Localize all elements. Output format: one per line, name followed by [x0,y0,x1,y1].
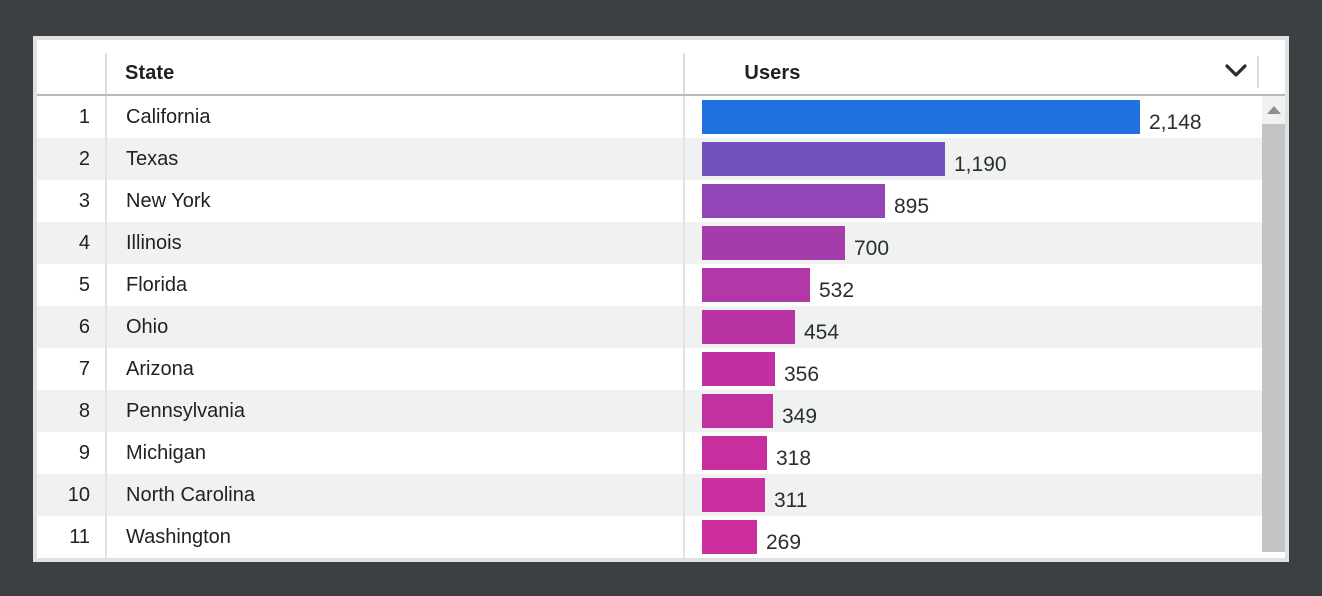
users-bar [702,100,1140,134]
row-users-cell: 532 [685,264,1262,306]
users-value-label: 349 [782,405,818,428]
row-state-name: Washington [107,516,685,558]
users-bar [702,142,945,176]
users-bar [702,226,845,260]
table-row: 1 California 2,148 [37,96,1262,138]
row-rank: 5 [37,264,107,306]
users-by-state-table-card: State Users 1 California 2,148 2 Texas 1… [33,36,1289,562]
row-rank: 6 [37,306,107,348]
table-row: 3 New York 895 [37,180,1262,222]
table-rows: 1 California 2,148 2 Texas 1,190 3 New Y… [37,96,1262,558]
users-bar [702,520,757,554]
table-header-row: State Users [37,40,1285,96]
row-rank: 7 [37,348,107,390]
users-value-label: 1,190 [954,153,1007,176]
row-rank: 11 [37,516,107,558]
row-rank: 4 [37,222,107,264]
table-row: 2 Texas 1,190 [37,138,1262,180]
vertical-scrollbar[interactable] [1262,96,1285,552]
users-bar [702,352,775,386]
row-users-cell: 349 [685,390,1262,432]
table-row: 10 North Carolina 311 [37,474,1262,516]
chevron-down-icon[interactable] [1225,64,1247,78]
up-arrow-icon [1266,106,1281,114]
column-header-state[interactable]: State [125,61,175,84]
row-state-name: Arizona [107,348,685,390]
row-state-name: Michigan [107,432,685,474]
row-state-name: New York [107,180,685,222]
users-value-label: 895 [894,195,930,218]
row-users-cell: 895 [685,180,1262,222]
row-users-cell: 700 [685,222,1262,264]
users-value-label: 700 [854,237,890,260]
header-divider [683,53,685,94]
scrollbar-up-button[interactable] [1262,96,1285,124]
row-state-name: Florida [107,264,685,306]
users-bar [702,478,765,512]
row-users-cell: 356 [685,348,1262,390]
row-state-name: Illinois [107,222,685,264]
users-value-label: 356 [784,363,820,386]
row-rank: 1 [37,96,107,138]
row-state-name: North Carolina [107,474,685,516]
users-bar [702,436,767,470]
row-users-cell: 2,148 [685,96,1262,138]
users-value-label: 318 [776,447,812,470]
row-state-name: Ohio [107,306,685,348]
row-state-name: California [107,96,685,138]
users-bar [702,184,885,218]
users-value-label: 532 [819,279,855,302]
column-header-users[interactable]: Users [744,61,801,84]
users-value-label: 2,148 [1149,111,1202,134]
row-users-cell: 454 [685,306,1262,348]
table-row: 5 Florida 532 [37,264,1262,306]
users-value-label: 269 [766,531,802,554]
scrollbar-thumb[interactable] [1262,124,1285,552]
row-state-name: Texas [107,138,685,180]
row-rank: 3 [37,180,107,222]
table-row: 4 Illinois 700 [37,222,1262,264]
users-bar [702,310,795,344]
header-divider [105,53,107,94]
row-users-cell: 311 [685,474,1262,516]
users-value-label: 311 [774,489,808,512]
row-users-cell: 318 [685,432,1262,474]
table-row: 11 Washington 269 [37,516,1262,558]
table-row: 6 Ohio 454 [37,306,1262,348]
users-bar [702,394,773,428]
row-rank: 10 [37,474,107,516]
row-rank: 8 [37,390,107,432]
table-row: 9 Michigan 318 [37,432,1262,474]
header-divider [1257,56,1259,88]
row-users-cell: 269 [685,516,1262,558]
table-row: 8 Pennsylvania 349 [37,390,1262,432]
table-row: 7 Arizona 356 [37,348,1262,390]
table-body: 1 California 2,148 2 Texas 1,190 3 New Y… [37,96,1285,558]
row-users-cell: 1,190 [685,138,1262,180]
users-bar [702,268,810,302]
row-state-name: Pennsylvania [107,390,685,432]
row-rank: 2 [37,138,107,180]
row-rank: 9 [37,432,107,474]
users-value-label: 454 [804,321,840,344]
